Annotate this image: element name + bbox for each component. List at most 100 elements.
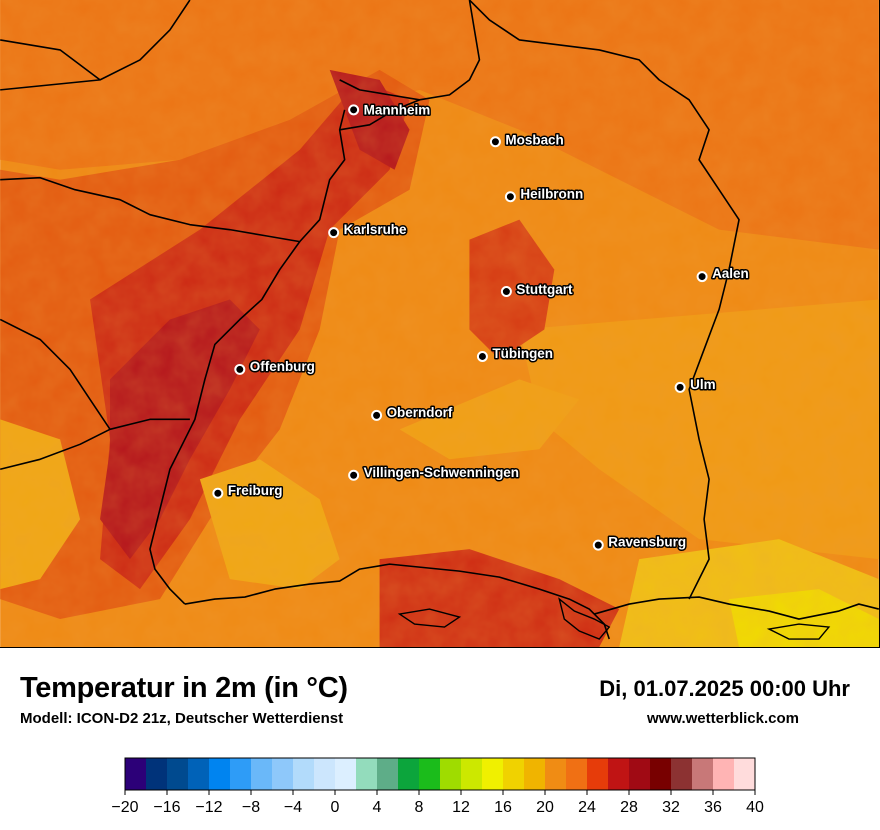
temperature-map: Mannheim Mannheim Mosbach Mosbach Heilbr… [0,0,880,648]
city-label: Heilbronn [520,186,583,201]
border-france-germany [0,109,346,243]
legend-swatch [587,758,609,790]
legend-tick-label: 36 [704,799,722,816]
legend-swatch [734,758,756,790]
city-dot [476,350,488,362]
city-label: Mannheim [364,102,431,117]
city-label: Offenburg [250,359,315,374]
city-label: Mosbach [505,132,563,147]
city-dot [212,487,224,499]
city-label: Ravensburg [608,535,686,550]
legend-swatch [335,758,357,790]
city-heilbronn: Heilbronn Heilbronn [504,185,585,203]
legend-swatch [545,758,567,790]
legend-tick-label: 8 [415,799,424,816]
city-karlsruhe: Karlsruhe Karlsruhe [328,221,409,239]
legend-tick-label: 20 [536,799,554,816]
city-tuebingen: Tübingen Tübingen [476,345,555,363]
city-label: Tübingen [492,346,553,361]
country-borders [0,0,879,640]
website-link[interactable]: www.wetterblick.com [647,710,799,727]
legend-tick-label: −12 [195,799,222,816]
city-label: Villingen-Schwenningen [364,465,519,480]
border-rhine [149,241,301,605]
legend-swatch [146,758,168,790]
legend-tick-label: 28 [620,799,638,816]
border-inner-1 [0,39,101,81]
legend-swatch [671,758,693,790]
color-legend: −20 −16 −12 −8 −4 0 4 8 12 16 20 24 28 32 36 40 [111,757,764,816]
city-ulm: Ulm Ulm [674,375,717,393]
legend-tick-label: 12 [452,799,470,816]
city-label: Ravensburg [608,535,686,550]
city-oberndorf: Oberndorf Oberndorf [371,403,454,421]
legend-swatch [293,758,315,790]
city-dot [592,539,604,551]
city-villingen-schwenningen: Villingen-Schwenningen Villingen-Schwenn… [348,463,521,481]
legend-swatch [482,758,504,790]
lakes [397,597,831,640]
city-label: Aalen [712,266,749,281]
lake-alpine-shore [766,623,831,640]
legend-swatch [713,758,735,790]
city-label: Freiburg [228,483,283,498]
city-dot [234,363,246,375]
legend-tick-label: −16 [153,799,180,816]
legend-tick-label: 0 [331,799,340,816]
city-label: Offenburg [250,359,315,374]
legend-swatch [440,758,462,790]
border-austria [594,596,879,620]
city-label: Aalen [712,266,749,281]
legend-tick-label: −4 [284,799,302,816]
city-label: Ulm [690,377,715,392]
city-dot [328,227,340,239]
legend-swatch [230,758,252,790]
legend-tick-label: 16 [494,799,512,816]
legend-tick-label: 4 [373,799,382,816]
city-aalen: Aalen Aalen [696,265,750,283]
legend-swatch [419,758,441,790]
legend-swatch [125,758,147,790]
legend-swatch [629,758,651,790]
legend-swatch [167,758,189,790]
legend-swatch [503,758,525,790]
city-freiburg: Freiburg Freiburg [212,481,284,499]
city-markers: Mannheim Mannheim Mosbach Mosbach Heilbr… [212,101,750,551]
temp-field-texture [0,0,879,647]
border-west-south [0,318,111,430]
legend-swatch [188,758,210,790]
legend-ticks: −20 −16 −12 −8 −4 0 4 8 12 16 20 24 28 32 36 40 [111,790,764,816]
border-hesse [339,0,481,101]
legend-swatch [398,758,420,790]
city-label: Oberndorf [387,405,453,420]
legend-swatch [314,758,336,790]
city-label: Karlsruhe [344,222,407,237]
legend-swatch [461,758,483,790]
city-label: Tübingen [492,346,553,361]
legend-tick-label: 32 [662,799,680,816]
forecast-datetime: Di, 01.07.2025 00:00 Uhr [599,676,850,701]
legend-swatch [272,758,294,790]
legend-swatch [692,758,714,790]
city-stuttgart: Stuttgart Stuttgart [500,281,575,299]
legend-tick-label: −20 [111,799,138,816]
legend-tick-label: −8 [242,799,260,816]
legend-swatch [650,758,672,790]
city-mosbach: Mosbach Mosbach [489,131,565,149]
city-label: Karlsruhe [344,222,407,237]
city-ravensburg: Ravensburg Ravensburg [592,533,688,551]
legend-frame [124,757,756,791]
legend-swatch [566,758,588,790]
city-label: Villingen-Schwenningen [364,465,519,480]
border-west-lower [0,418,190,471]
city-label: Mosbach [505,132,563,147]
model-source: Modell: ICON-D2 21z, Deutscher Wetterdie… [20,710,344,727]
city-dot [371,409,383,421]
legend-swatches [125,758,756,790]
city-label: Mannheim [364,102,431,117]
city-label: Stuttgart [516,282,573,297]
city-dot [674,381,686,393]
city-dot [489,136,501,148]
city-label: Oberndorf [387,405,453,420]
city-dot [348,104,360,116]
